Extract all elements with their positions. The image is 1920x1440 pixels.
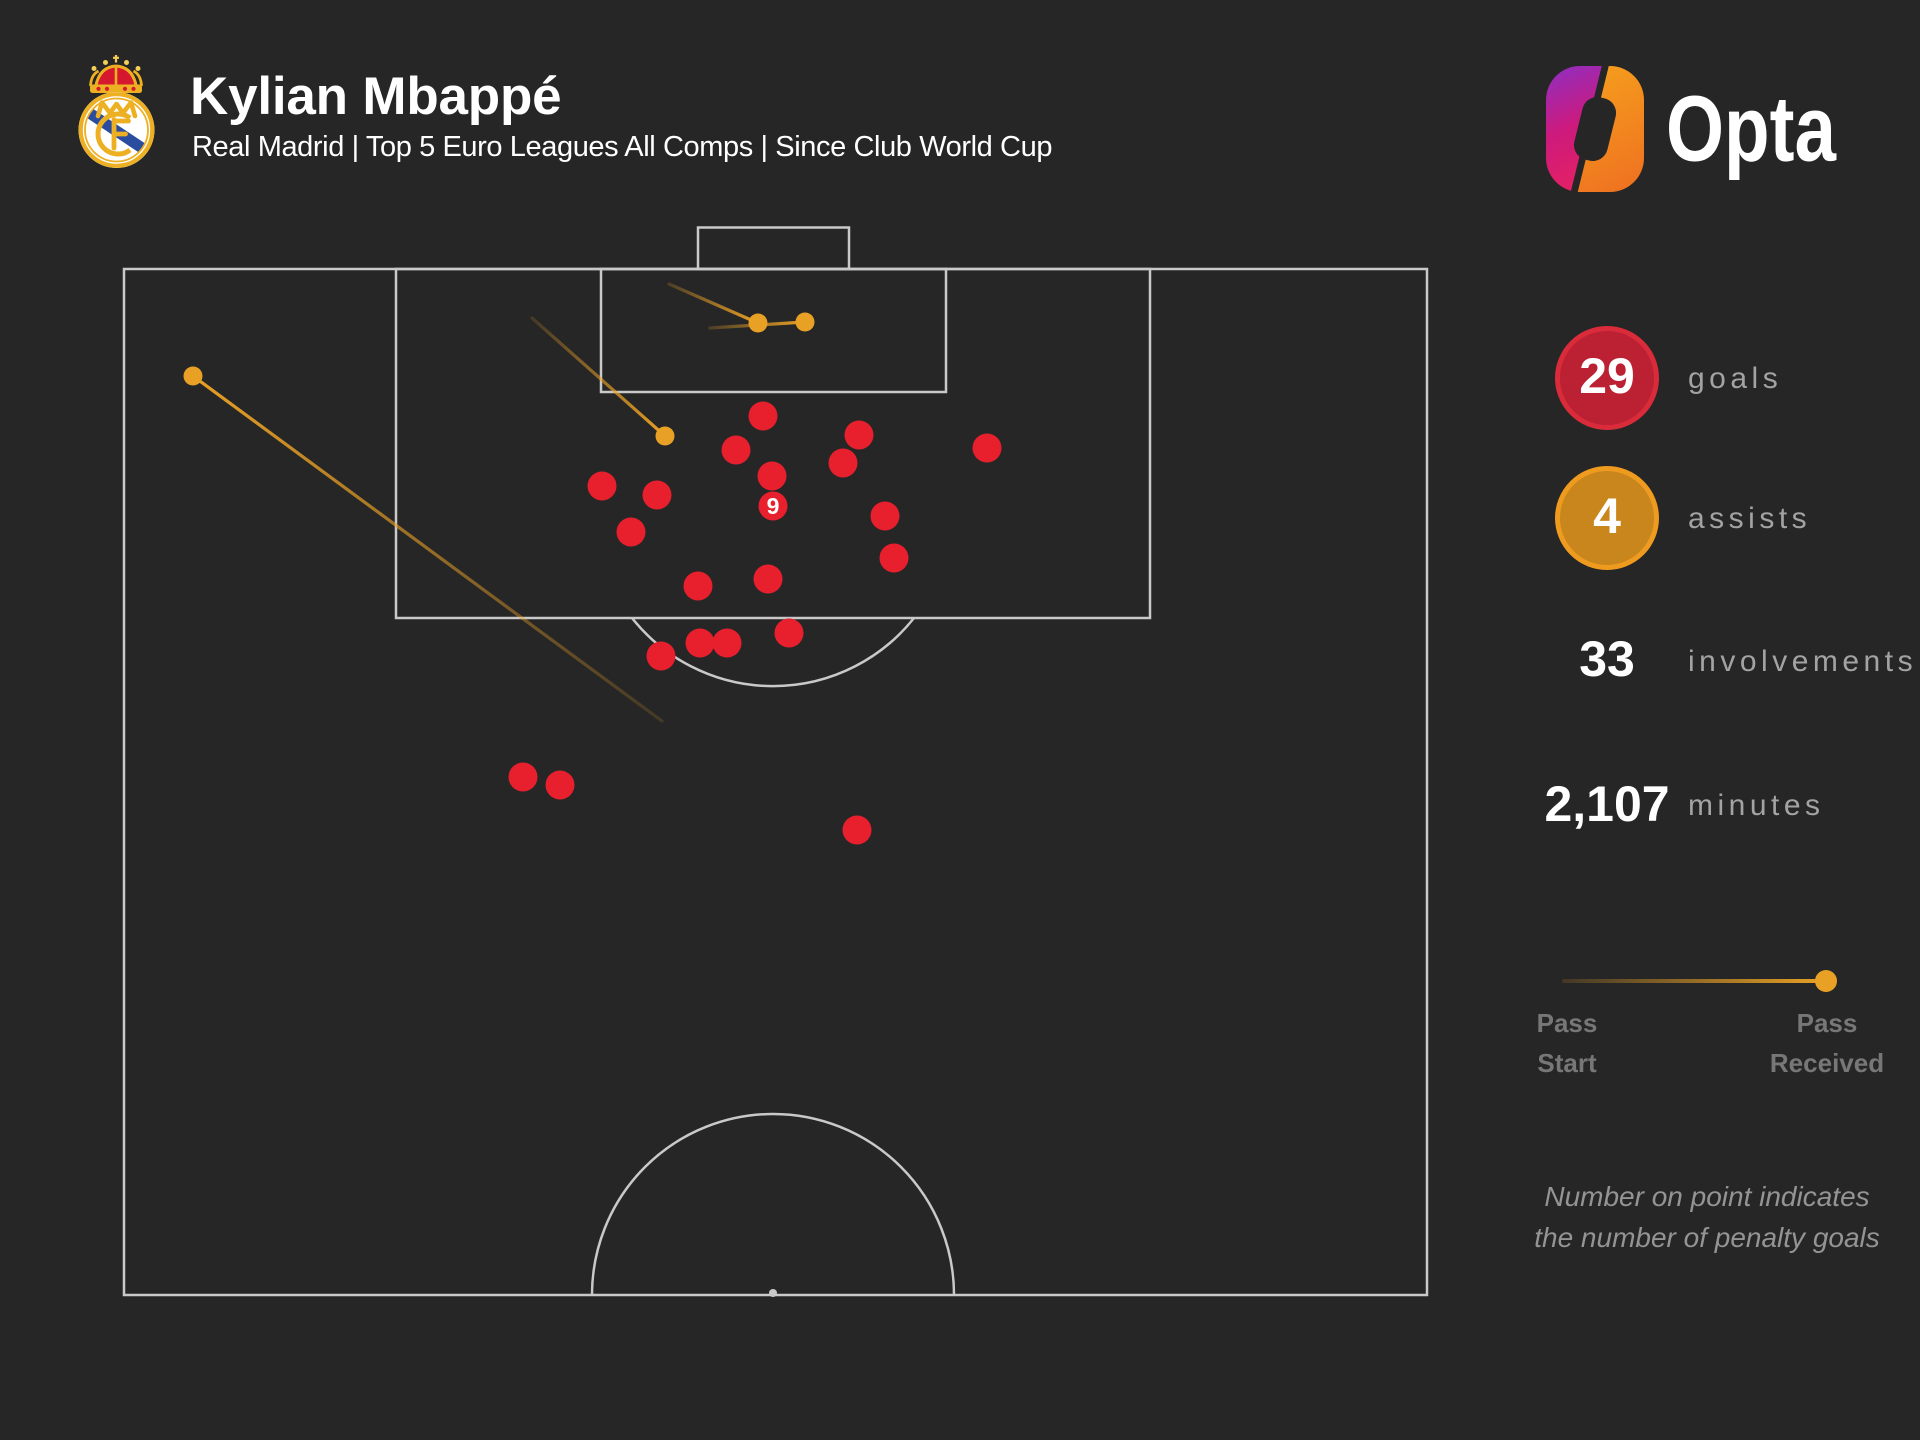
svg-text:Opta: Opta [1666,77,1837,181]
svg-text:9: 9 [767,493,780,519]
